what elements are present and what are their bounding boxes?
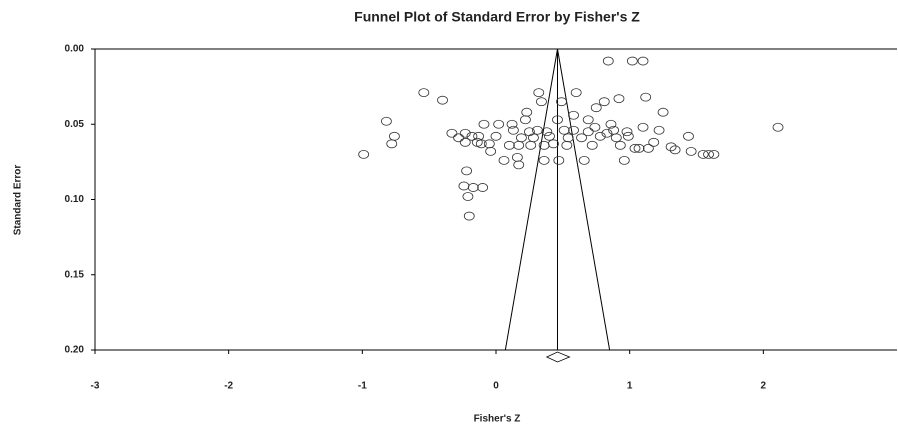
- study-point: [615, 141, 625, 149]
- study-point: [773, 123, 783, 131]
- study-point: [454, 134, 464, 142]
- study-point: [508, 126, 518, 134]
- study-point: [463, 192, 473, 200]
- study-point: [670, 146, 680, 154]
- study-point: [603, 57, 613, 65]
- study-point: [627, 57, 637, 65]
- study-point: [491, 132, 501, 140]
- study-point: [512, 153, 522, 161]
- study-point: [686, 147, 696, 155]
- study-point: [499, 156, 509, 164]
- y-tick-label: 0.05: [65, 119, 85, 130]
- y-axis-label: Standard Error: [13, 165, 24, 236]
- study-point: [516, 134, 526, 142]
- study-point: [504, 141, 514, 149]
- study-point: [387, 140, 397, 148]
- study-point: [468, 183, 478, 191]
- study-point: [641, 93, 651, 101]
- study-point: [438, 96, 448, 104]
- study-point: [526, 141, 536, 149]
- study-point: [494, 120, 504, 128]
- study-point: [559, 126, 569, 134]
- study-point: [619, 156, 629, 164]
- study-point: [548, 140, 558, 148]
- study-point: [666, 143, 676, 151]
- study-point: [419, 89, 429, 97]
- x-tick-label: 1: [627, 381, 633, 392]
- study-point: [562, 141, 572, 149]
- study-point: [611, 134, 621, 142]
- study-point: [638, 57, 648, 65]
- study-point: [539, 156, 549, 164]
- study-point: [556, 98, 566, 106]
- study-point: [528, 134, 538, 142]
- study-point: [479, 120, 489, 128]
- study-point: [536, 98, 546, 106]
- study-point: [507, 120, 517, 128]
- x-tick-label: -3: [91, 381, 100, 392]
- y-tick-label: 0.10: [65, 194, 85, 205]
- study-point: [389, 132, 399, 140]
- study-point: [462, 167, 472, 175]
- summary-diamond: [547, 352, 570, 362]
- study-point: [359, 150, 369, 158]
- study-point: [583, 116, 593, 124]
- x-tick-label: 0: [493, 381, 499, 392]
- study-point: [683, 132, 693, 140]
- chart: Funnel Plot of Standard Error by Fisher'…: [0, 0, 898, 425]
- study-point: [459, 182, 469, 190]
- study-point: [474, 132, 484, 140]
- study-point: [579, 156, 589, 164]
- study-point: [591, 104, 601, 112]
- study-point: [522, 108, 532, 116]
- x-tick-label: -2: [224, 381, 233, 392]
- study-point: [654, 126, 664, 134]
- study-point: [554, 156, 564, 164]
- y-tick-label: 0.00: [65, 44, 85, 55]
- study-point: [623, 132, 633, 140]
- x-tick-label: 2: [761, 381, 767, 392]
- study-point: [614, 95, 624, 103]
- x-tick-label: -1: [358, 381, 367, 392]
- study-point: [472, 138, 482, 146]
- study-point: [569, 111, 579, 119]
- study-point: [486, 147, 496, 155]
- study-point: [534, 89, 544, 97]
- study-point: [381, 117, 391, 125]
- study-point: [649, 138, 659, 146]
- study-point: [478, 183, 488, 191]
- study-point: [514, 141, 524, 149]
- study-point: [544, 132, 554, 140]
- study-point: [569, 126, 579, 134]
- study-point: [447, 129, 457, 137]
- study-point: [590, 123, 600, 131]
- study-point: [638, 123, 648, 131]
- study-point: [599, 98, 609, 106]
- study-point: [571, 89, 581, 97]
- study-point: [464, 212, 474, 220]
- chart-title: Funnel Plot of Standard Error by Fisher'…: [354, 9, 640, 25]
- y-tick-label: 0.20: [65, 345, 85, 356]
- study-point: [563, 134, 573, 142]
- study-point: [643, 144, 653, 152]
- study-point: [520, 116, 530, 124]
- study-point: [587, 141, 597, 149]
- study-point: [514, 161, 524, 169]
- y-tick-label: 0.15: [65, 269, 85, 280]
- study-point: [484, 140, 494, 148]
- x-axis-label: Fisher's Z: [474, 414, 521, 425]
- study-point: [583, 128, 593, 136]
- study-point: [658, 108, 668, 116]
